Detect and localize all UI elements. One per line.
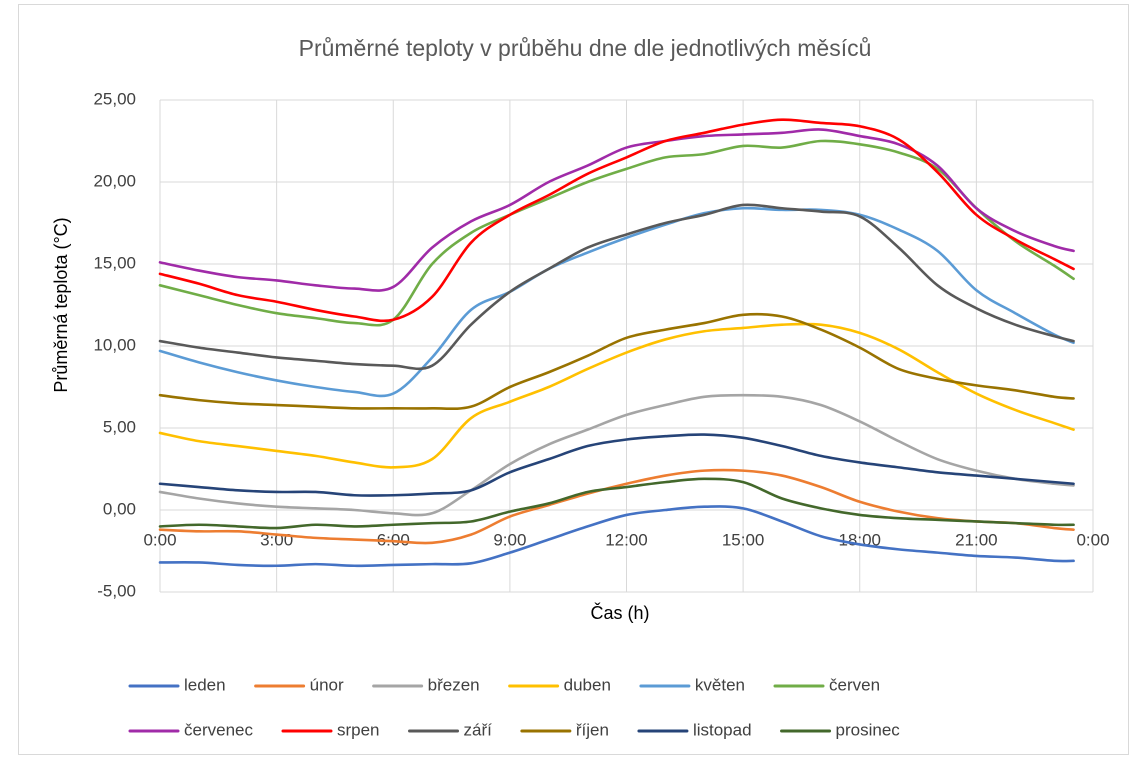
legend-label: březen (428, 675, 480, 694)
series-line (158, 128, 1075, 292)
series-line (158, 139, 1075, 327)
x-tick-label: 0:00 (143, 530, 176, 549)
chart-frame (18, 4, 1129, 755)
legend-label: červen (829, 675, 880, 694)
series-line (158, 477, 1075, 530)
legend-label: prosinec (836, 720, 901, 739)
x-tick-label: 0:00 (1076, 530, 1109, 549)
series-line (158, 118, 1075, 323)
y-tick-label: 25,00 (93, 89, 136, 108)
legend-label: září (464, 720, 493, 739)
x-axis-label: Čas (h) (590, 602, 649, 623)
x-tick-label: 9:00 (493, 530, 526, 549)
y-tick-label: 20,00 (93, 171, 136, 190)
legend-label: srpen (337, 720, 380, 739)
series-line (158, 206, 1075, 398)
y-tick-label: 0,00 (103, 499, 136, 518)
y-tick-label: 5,00 (103, 417, 136, 436)
series-line (158, 203, 1075, 371)
x-tick-label: 12:00 (605, 530, 648, 549)
series-line (158, 393, 1075, 517)
series-line (158, 312, 1075, 411)
y-tick-label: 10,00 (93, 335, 136, 354)
x-tick-label: 21:00 (955, 530, 998, 549)
series-line (158, 322, 1075, 469)
series-line (158, 468, 1075, 545)
legend-label: leden (184, 675, 226, 694)
x-tick-label: 15:00 (722, 530, 765, 549)
series-line (158, 433, 1075, 497)
y-tick-label: -5,00 (97, 581, 136, 600)
legend-label: květen (695, 675, 745, 694)
legend-label: říjen (576, 720, 609, 739)
chart-title: Průměrné teploty v průběhu dne dle jedno… (299, 35, 872, 61)
legend-label: únor (310, 675, 344, 694)
series-line (158, 505, 1075, 568)
y-tick-label: 15,00 (93, 253, 136, 272)
legend-label: duben (564, 675, 611, 694)
y-axis-label: Průměrná teplota (°C) (51, 217, 71, 392)
legend-label: listopad (693, 720, 752, 739)
legend-label: červenec (184, 720, 253, 739)
